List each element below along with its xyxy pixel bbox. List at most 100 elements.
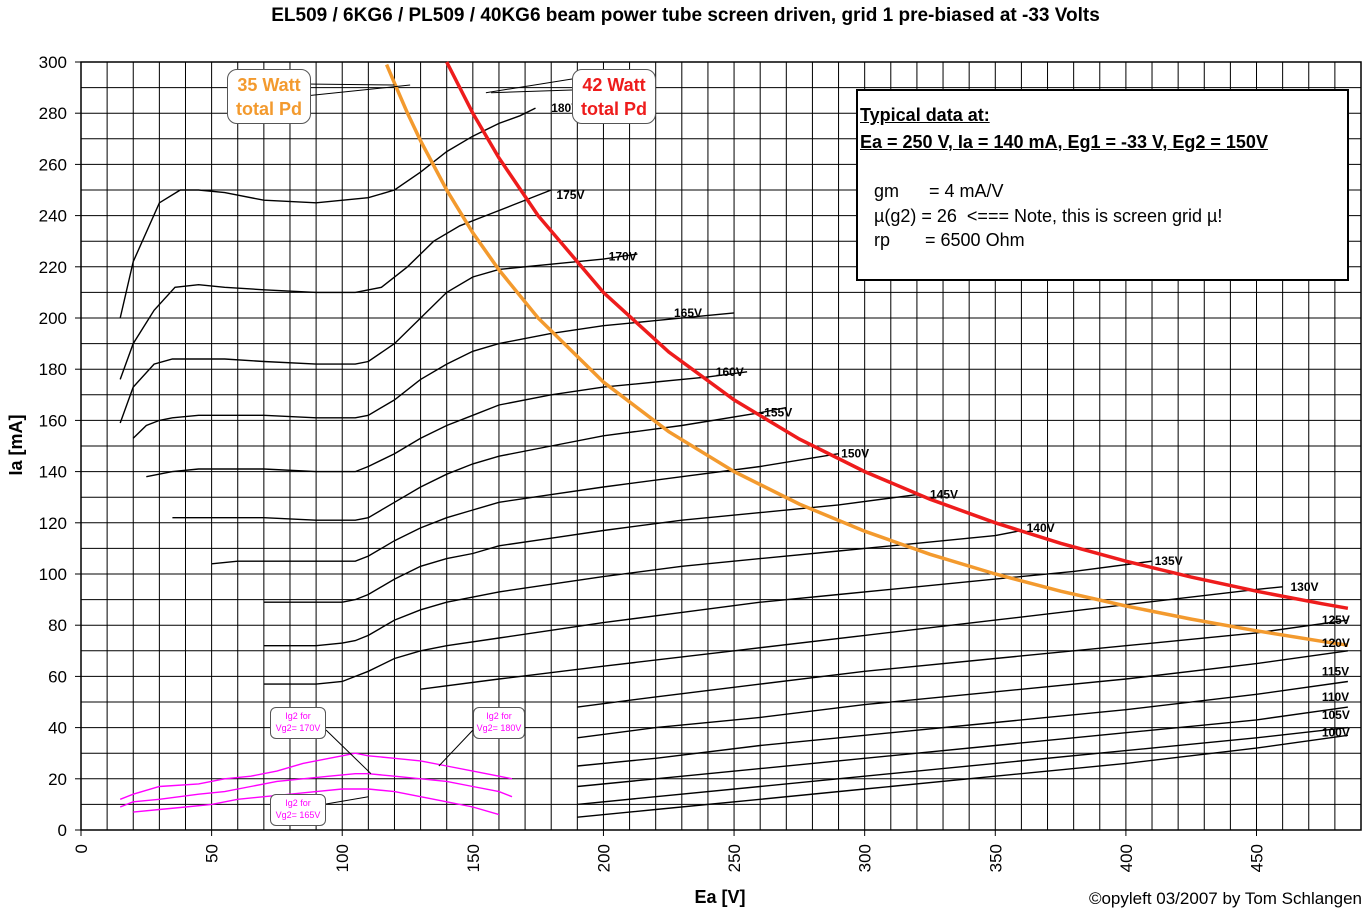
y-tick-label: 300 bbox=[39, 53, 67, 72]
pd35-callout-line2: total Pd bbox=[236, 99, 302, 119]
y-axis-label: Ia [mA] bbox=[6, 414, 26, 475]
plate-curve-165V bbox=[132, 312, 735, 439]
typical-data-conditions: Ea = 250 V, Ia = 140 mA, Eg1 = -33 V, Eg… bbox=[860, 132, 1268, 152]
pd42-callout-line1: 42 Watt bbox=[582, 75, 646, 95]
plate-curve-140V bbox=[263, 529, 1022, 647]
y-tick-label: 40 bbox=[48, 719, 67, 738]
curve-label: 110V bbox=[1322, 690, 1349, 704]
curve-label: 105V bbox=[1322, 708, 1350, 722]
y-tick-label: 200 bbox=[39, 309, 67, 328]
mu-value: µ(g2) = 26 <=== Note, this is screen gri… bbox=[874, 206, 1223, 226]
curve-label: -155V bbox=[760, 406, 792, 420]
chart-title: EL509 / 6KG6 / PL509 / 40KG6 beam power … bbox=[271, 5, 1100, 26]
ig2-curve bbox=[133, 788, 500, 816]
ig2-180-callout-line1: Ig2 for bbox=[486, 711, 512, 721]
y-tick-label: 100 bbox=[39, 565, 67, 584]
plate-curve-170V bbox=[119, 253, 638, 424]
y-tick-label: 60 bbox=[48, 667, 67, 686]
pd35-curve bbox=[384, 63, 1349, 647]
y-tick-label: 80 bbox=[48, 616, 67, 635]
plate-curve-145V bbox=[263, 493, 917, 603]
y-tick-label: 180 bbox=[39, 360, 67, 379]
ig2-165-callout-line2: Vg2= 165V bbox=[275, 810, 321, 820]
plate-curve-100V bbox=[577, 734, 1348, 818]
x-tick-label: 450 bbox=[1248, 844, 1267, 872]
ig2-180-leader bbox=[438, 729, 474, 767]
x-axis-label: Ea [V] bbox=[694, 887, 745, 907]
plate-curve--155V bbox=[172, 406, 787, 521]
curve-label: 115V bbox=[1322, 664, 1349, 678]
y-tick-label: 280 bbox=[39, 104, 67, 123]
plate-curve-135V bbox=[263, 560, 1153, 685]
ig2-170-callout-line2: Vg2= 170V bbox=[275, 723, 321, 733]
plate-curve-120V bbox=[577, 650, 1348, 739]
screen-current-curves bbox=[119, 752, 513, 816]
curve-label: 170V bbox=[609, 250, 637, 264]
x-tick-label: 200 bbox=[594, 844, 613, 872]
typical-data-heading: Typical data at: bbox=[860, 105, 990, 125]
pd35-callout-line1: 35 Watt bbox=[237, 75, 301, 95]
x-tick-label: 350 bbox=[986, 844, 1005, 872]
ig2-170-callout-line1: Ig2 for bbox=[285, 711, 311, 721]
pd42-leader bbox=[491, 89, 573, 94]
pd42-leader bbox=[485, 78, 573, 94]
y-tick-label: 0 bbox=[58, 821, 67, 840]
y-tick-label: 260 bbox=[39, 155, 67, 174]
curve-label: 165V bbox=[674, 306, 702, 320]
pd42-callout: 42 Watt total Pd bbox=[572, 69, 656, 124]
plate-curve-105V bbox=[577, 726, 1348, 806]
gm-value: gm = 4 mA/V bbox=[874, 181, 1004, 201]
curve-label: 150V bbox=[841, 447, 869, 461]
x-tick-label: 150 bbox=[464, 844, 483, 872]
x-tick-label: 50 bbox=[203, 844, 222, 863]
ig2-180-callout-line2: Vg2= 180V bbox=[476, 723, 522, 733]
curve-label: 160V bbox=[716, 365, 744, 379]
ig2-165-leader bbox=[325, 796, 369, 805]
plate-curve-115V bbox=[577, 680, 1348, 767]
pd42-callout-line2: total Pd bbox=[581, 99, 647, 119]
curve-label: 175V bbox=[556, 188, 584, 202]
y-tick-label: 140 bbox=[39, 463, 67, 482]
rp-value: rp = 6500 Ohm bbox=[874, 230, 1025, 250]
callout-leaders bbox=[304, 78, 573, 805]
ig2-170-leader bbox=[325, 729, 372, 775]
copyright-credit: ©opyleft 03/2007 by Tom Schlangen bbox=[1088, 889, 1362, 908]
ig2-165-callout: Ig2 for Vg2= 165V bbox=[270, 794, 326, 826]
ig2-170-callout: Ig2 for Vg2= 170V bbox=[270, 707, 326, 739]
curve-label: 130V bbox=[1290, 580, 1318, 594]
dissipation-curves bbox=[384, 61, 1349, 647]
typical-data-box: Typical data at: Ea = 250 V, Ia = 140 mA… bbox=[856, 89, 1349, 281]
y-tick-label: 120 bbox=[39, 514, 67, 533]
ig2-165-callout-line1: Ig2 for bbox=[285, 798, 311, 808]
x-tick-label: 400 bbox=[1117, 844, 1136, 872]
ig2-curve bbox=[119, 752, 513, 800]
pd35-callout: 35 Watt total Pd bbox=[227, 69, 311, 124]
ig2-curve bbox=[119, 773, 513, 808]
axes: 0 20 40 60 80 100 120 140 160 180 200 220 240 260 280 3… bbox=[39, 53, 1267, 872]
pd42-curve bbox=[445, 61, 1349, 611]
curve-label: 120V bbox=[1322, 636, 1350, 650]
y-tick-label: 160 bbox=[39, 411, 67, 430]
x-tick-label: 250 bbox=[725, 844, 744, 872]
y-tick-label: 240 bbox=[39, 207, 67, 226]
plate-curve-150V bbox=[211, 453, 839, 565]
x-tick-label: 100 bbox=[333, 844, 352, 872]
curve-label: 135V bbox=[1155, 554, 1183, 568]
plate-curve-130V bbox=[420, 586, 1283, 690]
ig2-180-callout: Ig2 for Vg2= 180V bbox=[473, 707, 525, 739]
plate-curve-175V bbox=[119, 189, 552, 380]
curve-label: 100V bbox=[1322, 726, 1350, 740]
y-tick-label: 20 bbox=[48, 770, 67, 789]
curve-label: 140V bbox=[1027, 521, 1055, 535]
plate-curves bbox=[119, 107, 1348, 818]
curve-label: 125V bbox=[1322, 613, 1350, 627]
pd35-leader bbox=[304, 83, 395, 86]
plate-curve-110V bbox=[577, 706, 1348, 788]
x-tick-label: 300 bbox=[856, 844, 875, 872]
plate-curve-180V bbox=[119, 107, 536, 319]
x-tick-label: 0 bbox=[72, 844, 91, 853]
plate-curve-160V bbox=[146, 371, 748, 478]
y-tick-label: 220 bbox=[39, 258, 67, 277]
pd35-leader bbox=[304, 84, 411, 97]
plot-border bbox=[80, 61, 1362, 831]
